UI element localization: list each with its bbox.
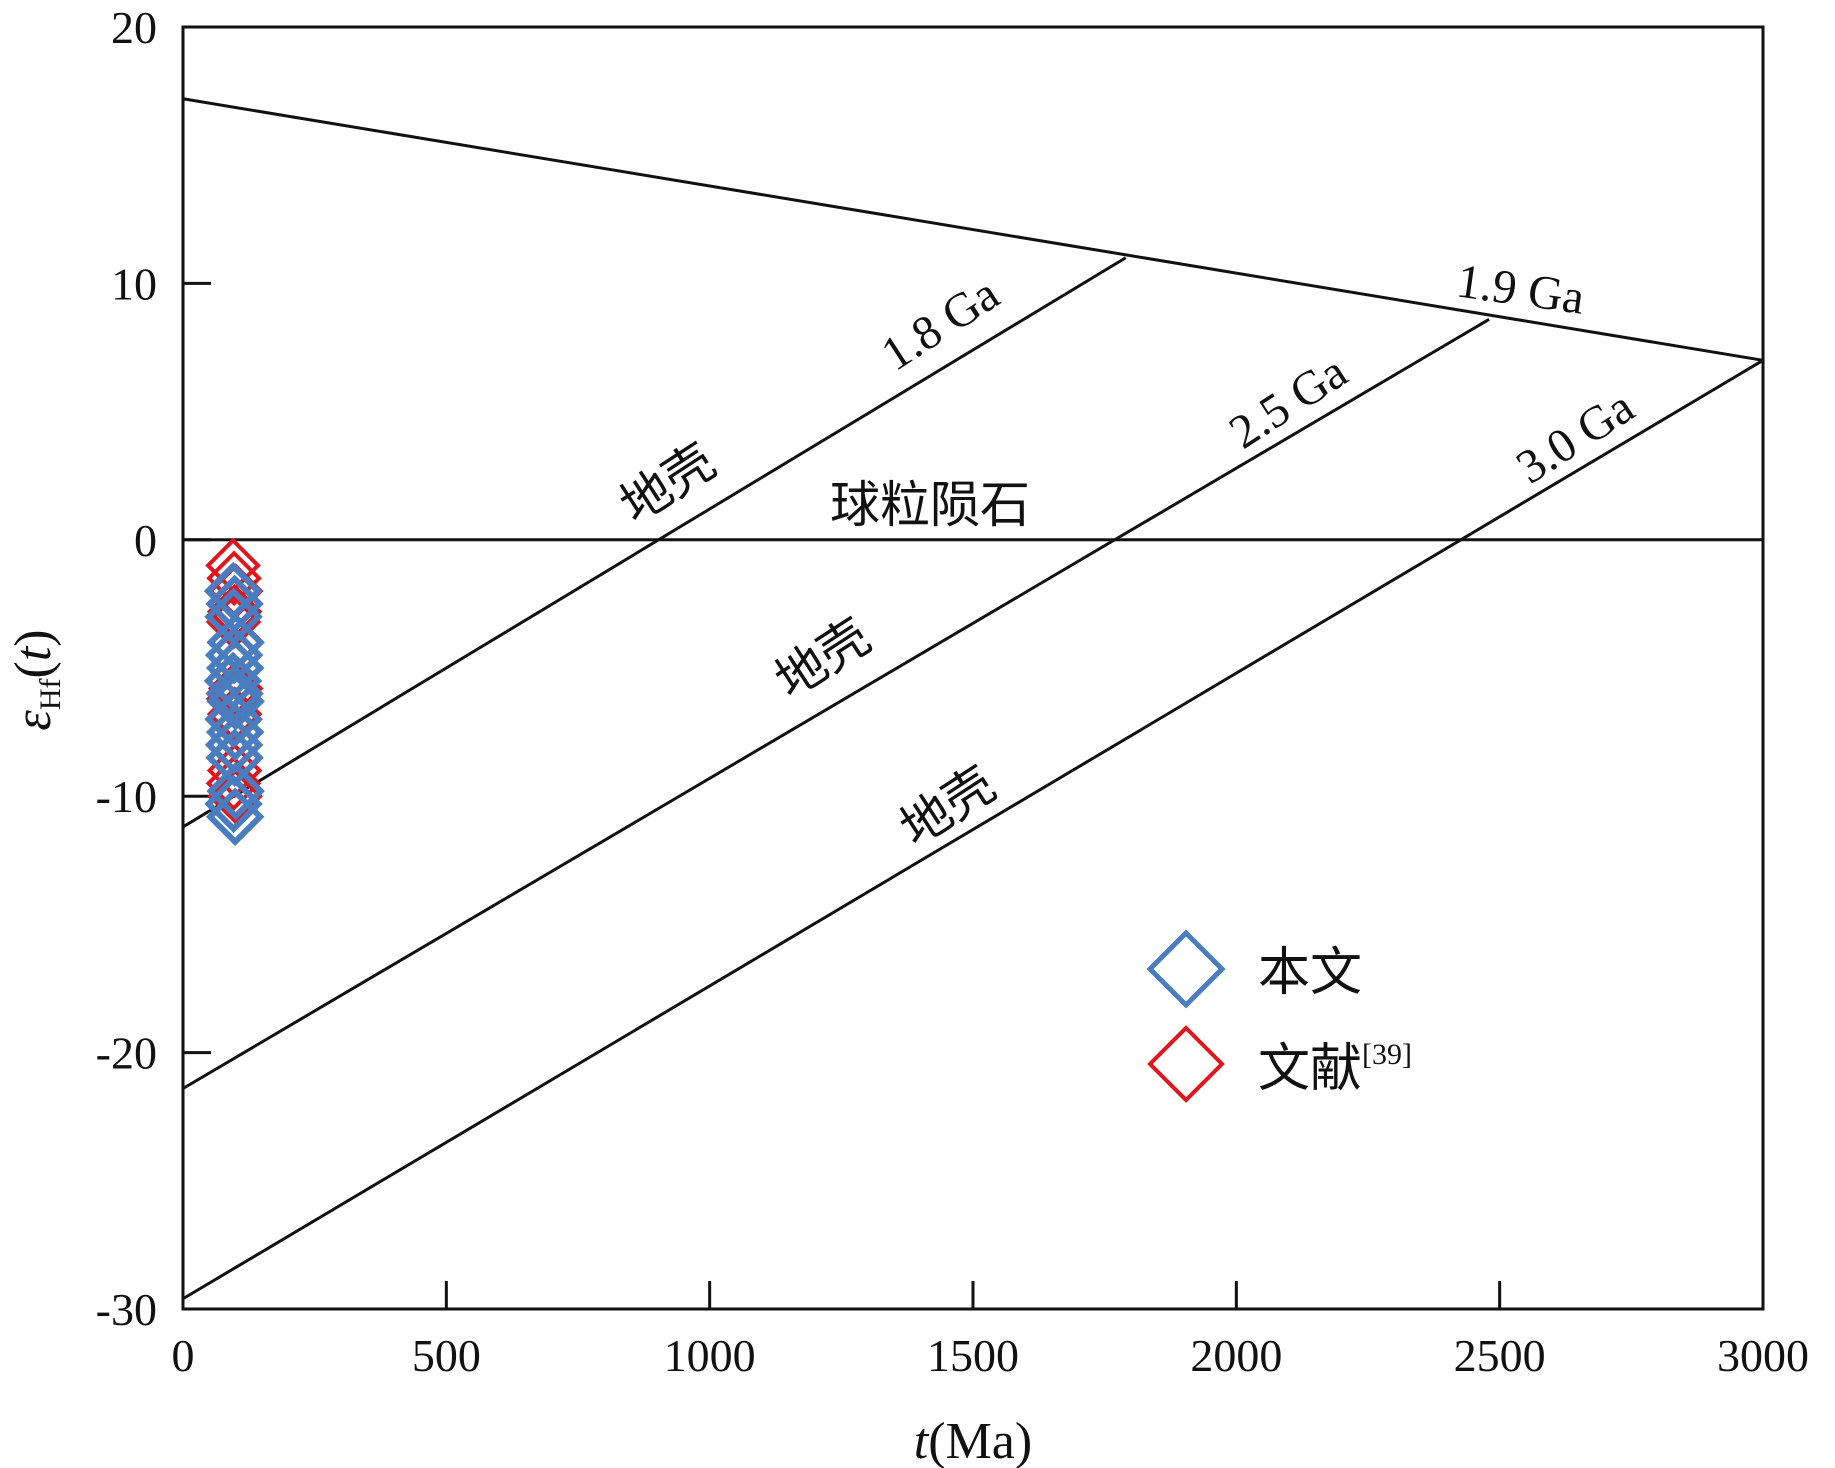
label-crust-upper: 地壳 (610, 432, 725, 535)
point-literature (205, 755, 262, 812)
ref-line-crust-2-5 (182, 318, 1490, 1090)
point-this-study (206, 761, 265, 821)
point-this-study (206, 672, 265, 731)
data-points (203, 537, 265, 846)
axis-ticks (183, 281, 1502, 1309)
y-axis-label: εHf(t) (5, 629, 67, 730)
label-3-0-ga: 3.0 Ga (1507, 380, 1643, 494)
x-tick-label: 1000 (664, 1330, 756, 1381)
point-literature (207, 768, 263, 825)
x-tick-label: 500 (412, 1330, 481, 1381)
point-this-study (205, 702, 265, 762)
x-axis-label: t(Ma) (914, 1413, 1032, 1468)
point-this-study (204, 774, 263, 834)
legend-item-this-study: 本文 (1146, 929, 1362, 1009)
y-tick-label: -10 (96, 771, 157, 822)
x-tick-label: 2000 (1190, 1330, 1282, 1381)
y-tick-label: 10 (111, 258, 157, 309)
point-literature (206, 550, 262, 607)
legend: 本文 文献[39] (1146, 929, 1412, 1103)
label-crust-middle: 地壳 (765, 607, 880, 710)
y-tick-label: 20 (111, 2, 157, 53)
label-1-9-ga: 1.9 Ga (1453, 254, 1587, 324)
y-tick-label: 0 (134, 515, 157, 566)
y-tick-label: -30 (96, 1284, 157, 1335)
label-crust-lower: 地壳 (890, 755, 1005, 858)
legend-label-literature: 文献[39] (1258, 1038, 1412, 1099)
ref-line-depleted-mantle (182, 97, 1764, 362)
x-tick-label: 0 (172, 1330, 195, 1381)
x-tick-label: 2500 (1454, 1330, 1546, 1381)
legend-item-literature: 文献[39] (1147, 1025, 1412, 1103)
legend-marker-literature (1147, 1025, 1225, 1103)
x-tick-label: 1500 (927, 1330, 1019, 1381)
label-chondrite: 球粒陨石 (830, 476, 1030, 534)
point-this-study (205, 787, 265, 846)
ref-line-crust-1-8 (182, 256, 1127, 829)
y-tick-label: -20 (96, 1028, 157, 1079)
plot-frame (181, 25, 1765, 1311)
reference-lines (182, 97, 1764, 1301)
legend-label-this-study: 本文 (1258, 943, 1362, 1003)
label-1-8-ga: 1.8 Ga (872, 267, 1008, 381)
ref-line-crust-3-0 (182, 359, 1764, 1301)
label-2-5-ga: 2.5 Ga (1220, 345, 1356, 459)
legend-marker-this-study (1146, 929, 1226, 1009)
tick-labels: 0 500 1000 1500 2000 2500 3000 20 10 0 -10 -20 -30 (96, 2, 1809, 1381)
point-this-study (204, 690, 263, 749)
x-tick-label: 3000 (1717, 1330, 1809, 1381)
